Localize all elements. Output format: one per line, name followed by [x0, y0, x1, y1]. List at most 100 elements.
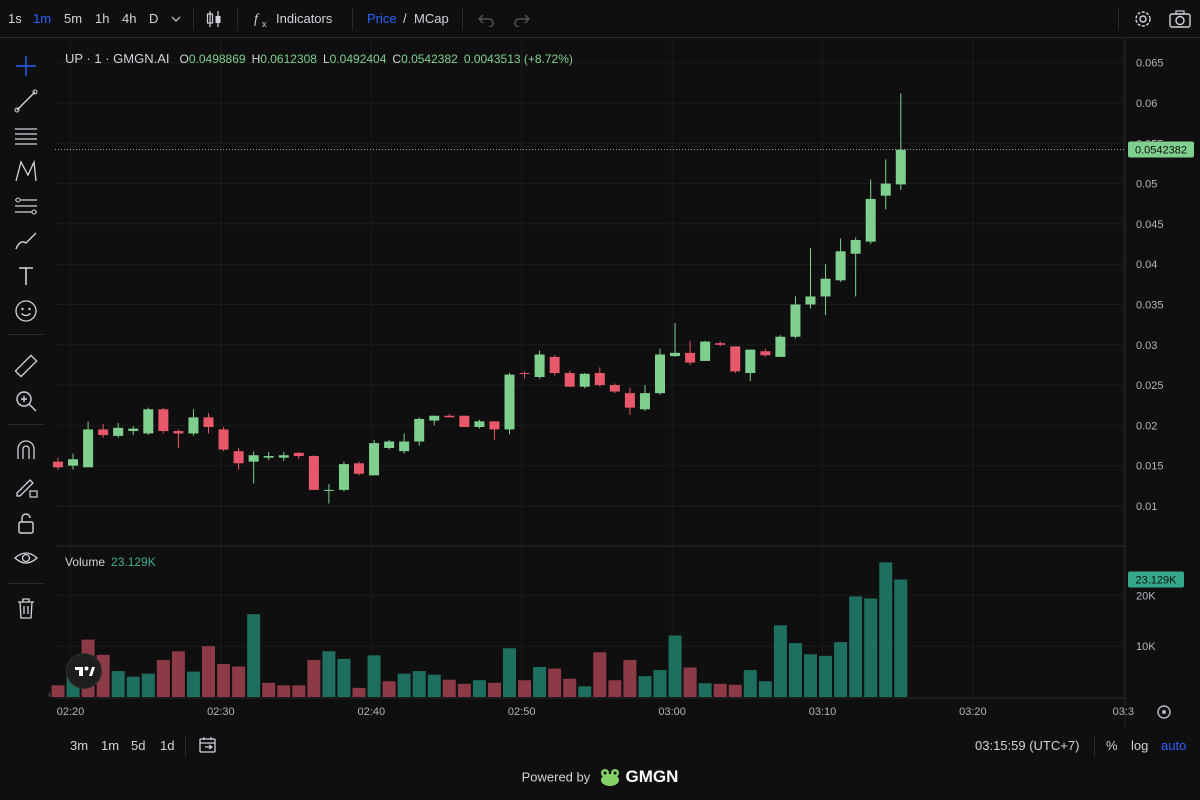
indicators-button[interactable]: Indicators [276, 11, 333, 26]
candle [579, 373, 590, 389]
timeframe-D[interactable]: D [149, 11, 159, 26]
timeframe-1s[interactable]: 1s [8, 11, 22, 26]
candle [670, 323, 681, 357]
last-volume-label: 23.129K [1136, 575, 1178, 587]
ohlc-legend: UP · 1 · GMGN.AI O0.0498869 H0.0612308 L0.0… [65, 51, 579, 66]
volume-bar [819, 655, 833, 697]
price-tick-label: 0.01 [1136, 501, 1157, 513]
lock-drawing-icon[interactable] [12, 472, 40, 500]
candle [624, 387, 635, 415]
pattern-icon[interactable] [12, 157, 40, 185]
volume-bar [126, 676, 140, 697]
log-toggle[interactable]: log [1131, 738, 1149, 753]
fib-icon[interactable] [12, 192, 40, 220]
time-tick-label: 03:10 [809, 706, 837, 718]
undo-icon[interactable] [477, 11, 495, 27]
low-key: L [322, 52, 330, 66]
last-price-tag: 0.0542382 [1128, 141, 1194, 158]
toolbar-separator [1094, 735, 1095, 757]
high-value: 0.0612308 [260, 52, 317, 66]
candle [323, 484, 334, 504]
candle [68, 453, 79, 470]
gmgn-brand[interactable]: GMGN [625, 767, 679, 786]
volume-label[interactable]: Volume [65, 555, 106, 569]
magnet-icon[interactable] [12, 437, 40, 465]
clock[interactable]: 03:15:59 (UTC+7) [975, 738, 1080, 753]
zoom-in-icon[interactable] [12, 387, 40, 415]
volume-bar [322, 651, 336, 697]
volume-bar [894, 579, 908, 697]
text-icon[interactable] [12, 262, 40, 290]
timeframe-4h[interactable]: 4h [122, 11, 137, 26]
powered-by-footer: Powered by GMGN [0, 766, 1200, 796]
volume-bar [156, 659, 170, 697]
open-value: 0.0498869 [188, 52, 246, 66]
candle [293, 451, 304, 460]
emoji-icon[interactable] [12, 297, 40, 325]
timeframe-5m[interactable]: 5m [64, 11, 83, 26]
candle [805, 248, 816, 309]
crosshair-icon[interactable] [12, 52, 40, 80]
range-3m[interactable]: 3m [70, 738, 89, 753]
time-tick-label: 03:20 [959, 706, 987, 718]
volume-bar [292, 685, 306, 697]
symbol-title[interactable]: UP · 1 · GMGN.AI [65, 51, 170, 66]
volume-bar [683, 667, 697, 697]
camera-icon[interactable] [1168, 8, 1192, 30]
price-tick-label: 0.025 [1136, 380, 1164, 392]
date-range-icon[interactable] [197, 735, 219, 755]
trash-icon[interactable] [12, 594, 40, 622]
volume-bar [563, 678, 577, 697]
volume-bar [834, 642, 848, 697]
candle [188, 409, 199, 436]
trend-line-icon[interactable] [12, 87, 40, 115]
candle [504, 373, 515, 435]
volume-bar [202, 646, 215, 697]
candle [489, 421, 500, 440]
price-axis[interactable]: 0.0650.060.0550.050.0450.040.0350.030.02… [1136, 58, 1164, 513]
eye-icon[interactable] [12, 544, 40, 572]
range-1m[interactable]: 1m [101, 738, 120, 753]
percent-toggle[interactable]: % [1106, 738, 1118, 753]
candles-icon[interactable] [204, 9, 224, 29]
volume-bar [217, 663, 231, 697]
redo-icon[interactable] [513, 11, 531, 27]
candle [865, 179, 876, 245]
candle [700, 340, 711, 361]
timeframe-1m[interactable]: 1m [33, 11, 52, 26]
candle [609, 383, 620, 394]
price-tick-label: 0.05 [1136, 179, 1157, 191]
lock-icon[interactable] [12, 509, 40, 537]
gear-icon[interactable] [1132, 8, 1154, 30]
candle [53, 457, 63, 470]
volume-bar [503, 648, 516, 697]
volume-legend: Volume 23.129K [65, 555, 156, 569]
time-settings-icon[interactable] [1157, 705, 1171, 719]
range-1d[interactable]: 1d [160, 738, 175, 753]
candle [399, 433, 410, 454]
auto-toggle[interactable]: auto [1161, 738, 1187, 753]
volume-tick-label: 20K [1136, 590, 1156, 602]
range-5d[interactable]: 5d [131, 738, 146, 753]
chevron-down-icon[interactable] [170, 14, 182, 24]
timeframe-1h[interactable]: 1h [95, 11, 110, 26]
scroll-left-icon[interactable]: ‹ [48, 689, 51, 700]
volume-bar [864, 598, 878, 697]
volume-bar [758, 681, 772, 697]
price-tick-label: 0.035 [1136, 300, 1164, 312]
drawing-toolbar [0, 38, 52, 638]
volume-bar [382, 681, 396, 697]
ruler-icon[interactable] [12, 352, 40, 380]
close-key: C [392, 52, 402, 66]
horizontal-lines-icon[interactable] [12, 122, 40, 150]
tradingview-logo[interactable] [66, 653, 102, 689]
candle [685, 340, 696, 365]
toolbar-separator [1118, 8, 1119, 30]
fx-icon[interactable]: f x [252, 9, 272, 29]
mcap-toggle[interactable]: MCap [414, 11, 449, 26]
price-toggle[interactable]: Price [367, 11, 397, 26]
time-axis[interactable]: 02:20 02:30 02:40 02:50 03:00 03:10 03:20 03:3 [57, 706, 1134, 718]
brush-icon[interactable] [12, 227, 40, 255]
time-tick-label: 03:3 [1113, 706, 1134, 718]
